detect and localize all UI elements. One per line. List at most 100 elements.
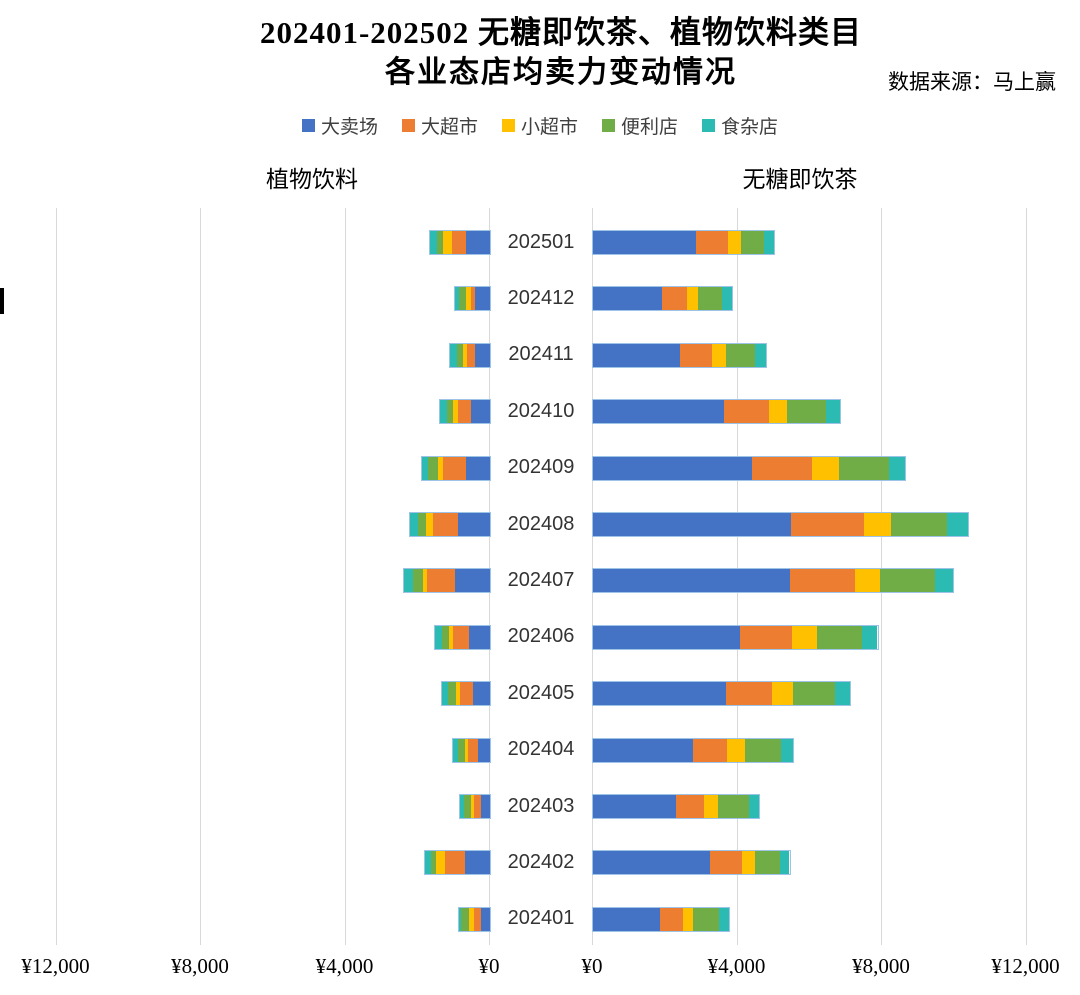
stacked-bar-left-202405 xyxy=(440,681,491,707)
bar-segment-便利店 xyxy=(787,400,827,424)
bar-segment-小超市 xyxy=(863,513,892,536)
bar-segment-食杂店 xyxy=(460,795,465,818)
bar-segment-大超市 xyxy=(468,738,479,762)
legend-label: 大卖场 xyxy=(320,117,378,138)
bar-segment-大超市 xyxy=(660,907,684,931)
legend-label: 大超市 xyxy=(420,117,478,138)
value-axis-label-right-4000: ¥4,000 xyxy=(707,954,766,978)
chart-title-line2: 各业态店均卖力变动情况 xyxy=(385,55,737,89)
bar-segment-大卖场 xyxy=(593,231,697,254)
legend-item-大超市: 大超市 xyxy=(401,112,478,139)
legend-swatch-icon xyxy=(301,119,315,132)
bar-segment-大超市 xyxy=(473,795,481,818)
legend-swatch-icon xyxy=(602,119,615,132)
category-label-202408: 202408 xyxy=(507,512,575,535)
bar-segment-便利店 xyxy=(427,456,438,480)
bar-segment-便利店 xyxy=(457,738,466,762)
bar-segment-大卖场 xyxy=(593,795,676,818)
gridline-right-12000 xyxy=(1025,208,1027,945)
right-section-label: 无糖即饮茶 xyxy=(742,167,858,192)
gridline-left-4000 xyxy=(344,208,346,945)
legend-item-食杂店: 食杂店 xyxy=(702,112,778,139)
bar-segment-便利店 xyxy=(744,738,781,762)
bar-segment-食杂店 xyxy=(934,569,953,593)
legend-swatch-icon xyxy=(401,119,415,132)
bar-segment-小超市 xyxy=(854,569,881,593)
bar-segment-大超市 xyxy=(452,625,470,649)
bar-segment-食杂店 xyxy=(826,400,841,424)
stacked-bar-left-202407 xyxy=(403,568,491,594)
bar-segment-大卖场 xyxy=(469,625,490,649)
bar-segment-大超市 xyxy=(426,569,455,593)
stacked-bar-left-202411 xyxy=(449,342,491,368)
bar-segment-大超市 xyxy=(790,513,864,536)
bar-segment-食杂店 xyxy=(835,682,850,706)
bar-segment-大卖场 xyxy=(475,287,490,311)
stacked-bar-left-202410 xyxy=(439,399,491,425)
category-label-202403: 202403 xyxy=(507,794,575,817)
bar-segment-便利店 xyxy=(456,343,463,367)
bar-segment-小超市 xyxy=(466,287,471,311)
category-label-202412: 202412 xyxy=(507,286,575,309)
bar-segment-大超市 xyxy=(662,287,687,311)
bar-segment-小超市 xyxy=(768,400,788,424)
bar-segment-大卖场 xyxy=(593,569,790,593)
stacked-bar-left-202408 xyxy=(409,512,491,537)
stacked-bar-left-202501 xyxy=(428,230,491,255)
bar-segment-便利店 xyxy=(448,682,457,706)
bar-segment-大超市 xyxy=(696,231,729,254)
bar-segment-便利店 xyxy=(418,513,426,536)
bar-segment-大卖场 xyxy=(593,287,663,311)
bar-segment-食杂店 xyxy=(410,513,419,536)
legend-label: 小超市 xyxy=(520,117,578,138)
bar-segment-大超市 xyxy=(680,343,713,367)
bar-segment-小超市 xyxy=(470,795,474,818)
bar-segment-便利店 xyxy=(838,456,889,480)
gridline-left-12000 xyxy=(55,208,57,945)
bar-segment-食杂店 xyxy=(780,738,793,762)
stacked-bar-right-202408 xyxy=(592,512,970,537)
bar-segment-食杂店 xyxy=(429,231,438,254)
stacked-bar-right-202412 xyxy=(592,286,733,312)
bar-segment-小超市 xyxy=(712,343,727,367)
stacked-bar-left-202402 xyxy=(424,850,491,876)
bar-segment-小超市 xyxy=(703,795,718,818)
bar-segment-便利店 xyxy=(461,907,469,931)
stacked-bar-right-202410 xyxy=(592,399,842,425)
bar-segment-大卖场 xyxy=(593,907,661,931)
bar-segment-大卖场 xyxy=(473,682,490,706)
bar-segment-小超市 xyxy=(425,513,433,536)
bar-segment-便利店 xyxy=(741,231,765,254)
bar-segment-便利店 xyxy=(726,343,755,367)
bar-segment-食杂店 xyxy=(721,287,732,311)
category-label-202401: 202401 xyxy=(507,907,575,930)
bar-segment-便利店 xyxy=(693,907,720,931)
bar-segment-食杂店 xyxy=(453,738,458,762)
bar-segment-大超市 xyxy=(451,231,466,254)
bar-segment-小超市 xyxy=(465,738,469,762)
bar-segment-便利店 xyxy=(430,851,437,875)
bar-segment-便利店 xyxy=(754,851,780,875)
bar-segment-便利店 xyxy=(459,287,467,311)
bar-segment-大超市 xyxy=(751,456,812,480)
bar-segment-大卖场 xyxy=(465,456,490,480)
bar-segment-大超市 xyxy=(444,851,465,875)
bar-segment-小超市 xyxy=(728,231,742,254)
legend-item-便利店: 便利店 xyxy=(602,112,678,139)
legend-label: 食杂店 xyxy=(721,117,779,138)
bar-segment-大超市 xyxy=(459,682,474,706)
left-edge-axis-artifact xyxy=(0,288,4,314)
stacked-bar-left-202409 xyxy=(420,455,491,481)
legend-swatch-icon xyxy=(501,119,515,132)
bar-segment-小超市 xyxy=(422,569,427,593)
chart-legend: 大卖场 大超市 小超市 便利店 食杂店 xyxy=(0,112,1080,139)
bar-segment-大卖场 xyxy=(478,738,490,762)
bar-segment-便利店 xyxy=(441,625,450,649)
stacked-bar-right-202401 xyxy=(592,906,730,932)
value-axis-label-left-0: ¥0 xyxy=(478,954,500,978)
bar-segment-食杂店 xyxy=(421,456,428,480)
chart-title: 202401-202502 无糖即饮茶、植物饮料类目 各业态店均卖力变动情况 xyxy=(0,14,1080,92)
stacked-bar-right-202411 xyxy=(592,342,767,368)
bar-segment-大超市 xyxy=(466,343,475,367)
bar-segment-食杂店 xyxy=(862,625,878,649)
